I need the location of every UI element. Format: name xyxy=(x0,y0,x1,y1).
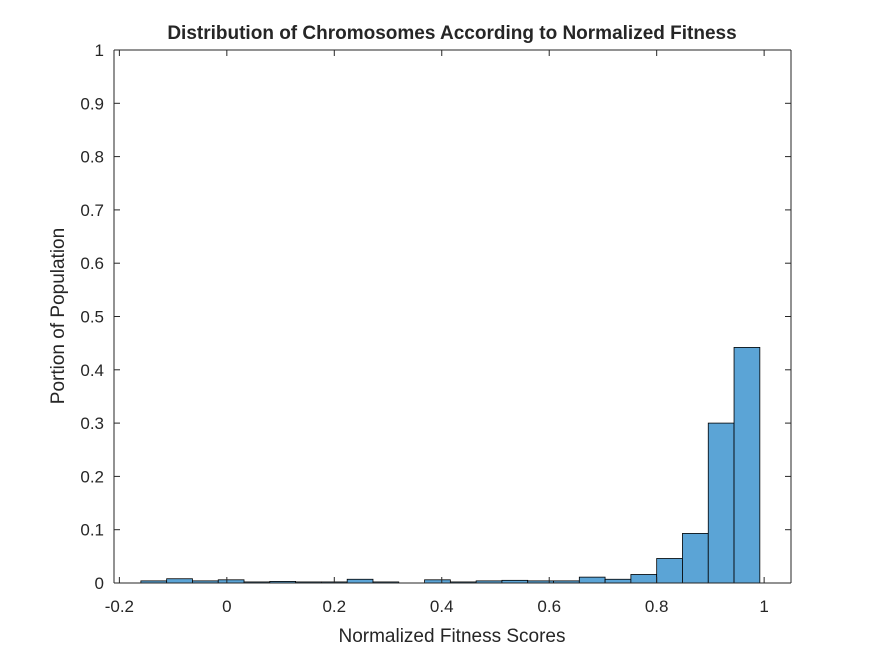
y-tick-label: 0.3 xyxy=(80,414,104,433)
y-tick-label: 0.2 xyxy=(80,467,104,486)
chart-title: Distribution of Chromosomes According to… xyxy=(167,23,736,44)
y-tick-label: 0.7 xyxy=(80,201,104,220)
histogram-bar-20 xyxy=(656,558,683,584)
histogram-bar-17 xyxy=(578,576,606,584)
y-tick-label: 0.8 xyxy=(80,148,104,167)
histogram-bar-21 xyxy=(682,533,709,584)
x-tick-label: -0.2 xyxy=(105,597,134,616)
histogram-bar-19 xyxy=(630,574,658,584)
y-tick-label: 0.5 xyxy=(80,308,104,327)
x-tick-label: 0.6 xyxy=(537,597,561,616)
histogram-bar-18 xyxy=(604,578,632,584)
x-tick-label: 0.4 xyxy=(430,597,454,616)
x-tick-label: 0.2 xyxy=(322,597,346,616)
histogram-bar-23 xyxy=(733,347,761,584)
y-tick-label: 0.6 xyxy=(80,254,104,273)
y-axis-label: Portion of Population xyxy=(48,228,69,404)
y-tick-label: 0.4 xyxy=(80,361,104,380)
x-axis-label: Normalized Fitness Scores xyxy=(338,626,565,647)
x-axis-ticks: -0.2 0 0.2 0.4 0.6 0.8 1 xyxy=(105,50,769,616)
y-tick-label: 1 xyxy=(95,41,104,60)
y-tick-label: 0.9 xyxy=(80,94,104,113)
histogram-bar-1 xyxy=(166,578,193,584)
histogram-bar-8 xyxy=(346,578,374,584)
y-tick-label: 0 xyxy=(95,574,104,593)
x-tick-label: 0.8 xyxy=(645,597,669,616)
plot-area: -0.2 0 0.2 0.4 0.6 0.8 1 00.10.20.30.40.50.60.… xyxy=(80,41,792,616)
x-tick-label: 1 xyxy=(759,597,768,616)
axes-background xyxy=(114,50,791,583)
y-axis-ticks: 0 0.1 0.2 0.3 0.4 0.5 0.6 0.7 0.8 0.9 1 xyxy=(80,41,791,593)
x-tick-label: 0 xyxy=(222,597,231,616)
histogram-bar-22 xyxy=(707,422,735,584)
y-tick-label: 0.1 xyxy=(80,521,104,540)
